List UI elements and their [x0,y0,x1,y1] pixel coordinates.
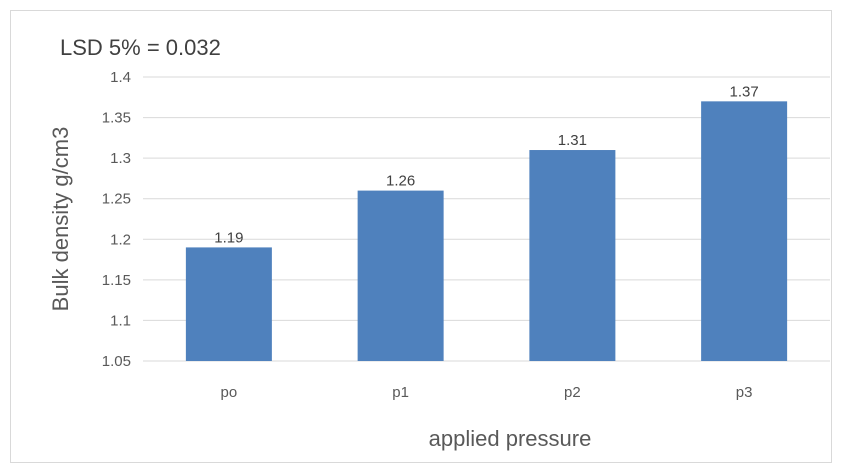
y-tick-label: 1.3 [110,150,131,167]
bar [185,247,272,361]
y-axis-title: Bulk density g/cm3 [48,127,73,312]
x-tick-label: p3 [736,384,753,401]
x-tick-label: po [221,384,238,401]
y-tick-label: 1.1 [110,312,131,329]
bars [185,101,788,361]
x-tick-label: p2 [564,384,581,401]
data-label: 1.37 [730,83,759,100]
data-label: 1.26 [386,173,415,190]
y-tick-label: 1.35 [102,110,131,127]
y-axis-ticks: 1.05 1.1 1.15 1.2 1.25 1.3 1.35 1.4 [102,69,131,370]
data-label: 1.19 [214,229,243,246]
x-axis-title: applied pressure [429,426,592,451]
data-label: 1.31 [558,132,587,149]
bar [701,101,788,361]
x-axis-ticks: po p1 p2 p3 [221,384,753,401]
bar [529,150,616,361]
lsd-annotation: LSD 5% = 0.032 [60,35,221,60]
x-tick-label: p1 [392,384,409,401]
y-tick-label: 1.15 [102,272,131,289]
y-tick-label: 1.25 [102,191,131,208]
data-labels: 1.19 1.26 1.31 1.37 [214,83,758,246]
y-tick-label: 1.05 [102,353,131,370]
y-tick-label: 1.4 [110,69,131,86]
y-tick-label: 1.2 [110,231,131,248]
bar [357,190,444,361]
